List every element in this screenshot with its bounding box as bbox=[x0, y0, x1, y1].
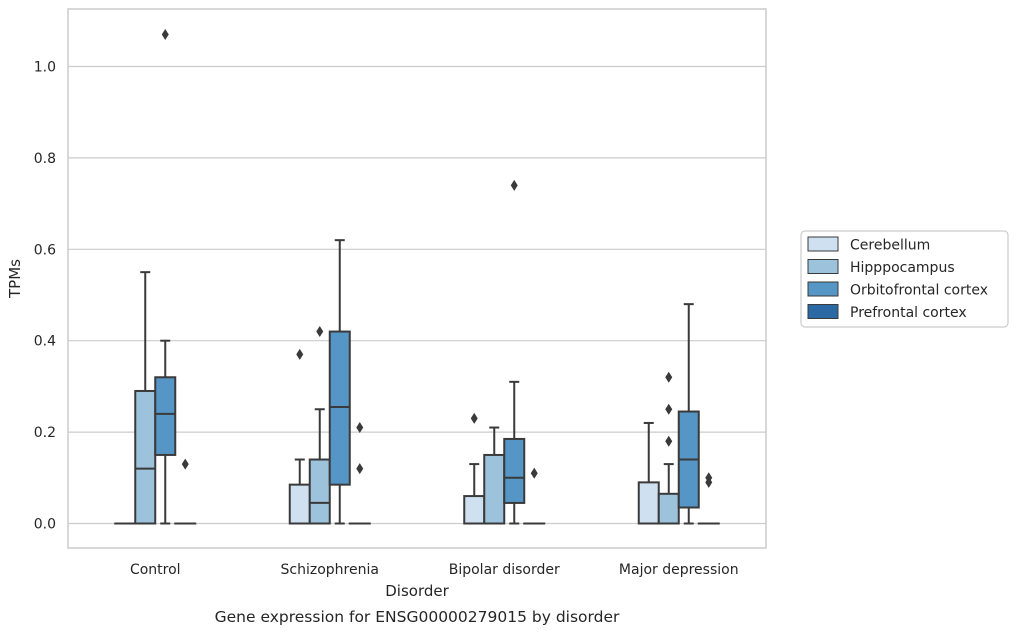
box-body bbox=[464, 496, 484, 523]
box-body bbox=[330, 332, 350, 485]
box-body bbox=[155, 377, 175, 455]
box-body bbox=[484, 455, 504, 524]
y-tick-label: 0.0 bbox=[34, 517, 56, 533]
box-body bbox=[310, 460, 330, 524]
legend-swatch bbox=[808, 237, 838, 251]
chart-caption: Gene expression for ENSG00000279015 by d… bbox=[215, 608, 620, 626]
y-tick-label: 0.8 bbox=[34, 151, 56, 167]
x-axis-label: Disorder bbox=[385, 582, 449, 600]
legend-label: Hipppocampus bbox=[850, 260, 955, 276]
x-tick-label: Major depression bbox=[619, 562, 739, 578]
y-tick-label: 1.0 bbox=[34, 60, 56, 76]
box-body bbox=[504, 439, 524, 503]
x-tick-label: Control bbox=[130, 562, 181, 578]
y-tick-label: 0.2 bbox=[34, 425, 56, 441]
x-tick-label: Schizophrenia bbox=[281, 562, 379, 578]
box-body bbox=[135, 391, 155, 524]
legend-label: Orbitofrontal cortex bbox=[850, 283, 988, 299]
x-tick-label: Bipolar disorder bbox=[449, 562, 560, 578]
legend-swatch bbox=[808, 260, 838, 274]
y-tick-label: 0.4 bbox=[34, 334, 56, 350]
y-tick-label: 0.6 bbox=[34, 242, 56, 258]
legend-label: Prefrontal cortex bbox=[850, 305, 967, 321]
box-body bbox=[659, 494, 679, 524]
legend-swatch bbox=[808, 305, 838, 319]
legend-swatch bbox=[808, 282, 838, 296]
box-body bbox=[290, 485, 310, 524]
y-axis-label: TPMs bbox=[6, 259, 24, 299]
legend: Cerebellum Hipppocampus Orbitofrontal cort… bbox=[801, 231, 1008, 327]
legend-label: Cerebellum bbox=[850, 238, 930, 254]
box-body bbox=[639, 482, 659, 523]
